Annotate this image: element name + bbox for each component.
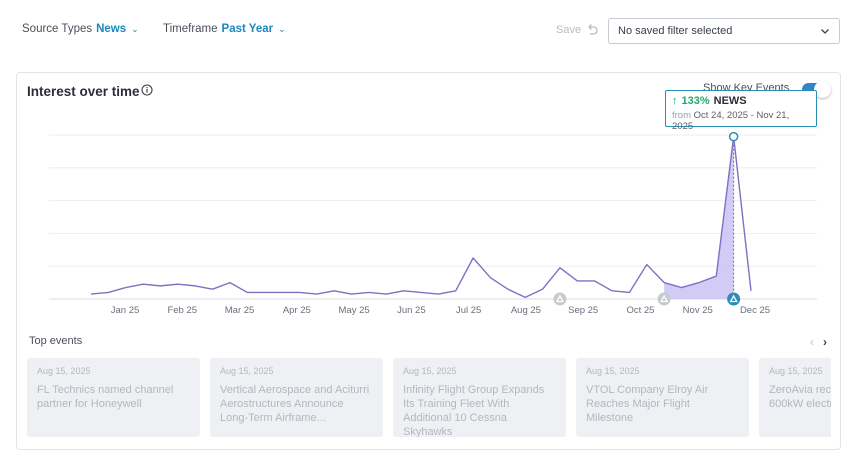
chart-markers <box>553 131 741 306</box>
key-event-marker[interactable] <box>727 292 741 306</box>
event-card[interactable]: Aug 15, 2025 Vertical Aerospace and Acit… <box>210 358 383 437</box>
x-tick-label: Feb 25 <box>167 305 197 316</box>
card-title: Interest over time <box>27 84 140 99</box>
bell-icon <box>555 294 565 303</box>
top-events-label: Top events <box>29 335 83 347</box>
event-date: Aug 15, 2025 <box>403 366 457 376</box>
event-date: Aug 15, 2025 <box>769 366 823 376</box>
event-date: Aug 15, 2025 <box>37 366 91 376</box>
interest-over-time-card: Interest over time Show Key Events Jan 2… <box>16 72 841 450</box>
timeframe-filter[interactable]: Timeframe Past Year ⌄ <box>163 23 286 35</box>
source-types-label: Source Types <box>22 23 93 35</box>
event-headline[interactable]: ZeroAvia rece issue paper fo 600kW elect… <box>769 384 831 410</box>
x-tick-label: Jun 25 <box>397 305 426 316</box>
saved-filter-select[interactable]: No saved filter selected <box>608 18 840 44</box>
event-date: Aug 15, 2025 <box>220 366 274 376</box>
x-tick-label: May 25 <box>339 305 370 316</box>
chevron-right-icon[interactable]: › <box>823 335 827 349</box>
x-tick-label: Apr 25 <box>283 305 311 316</box>
x-tick-label: Nov 25 <box>683 305 713 316</box>
event-card[interactable]: Aug 15, 2025 VTOL Company Elroy Air Reac… <box>576 358 749 437</box>
highlight-area <box>664 136 734 299</box>
tooltip-source: NEWS <box>713 95 747 107</box>
top-events-list: Aug 15, 2025 FL Technics named channel p… <box>27 358 831 438</box>
x-tick-label: Sep 25 <box>568 305 598 316</box>
save-button[interactable]: Save <box>556 24 582 36</box>
chart-grid <box>49 134 817 300</box>
chevron-down-icon[interactable]: ⌄ <box>131 23 139 34</box>
chart-highlight-area <box>664 136 735 299</box>
key-event-dot <box>657 292 671 306</box>
x-tick-label: Aug 25 <box>511 305 541 316</box>
chevron-left-icon[interactable]: ‹ <box>810 335 814 349</box>
chart-x-labels: Jan 25 Feb 25 Mar 25 Apr 25 May 25 Jun 25 Jul … <box>111 305 770 316</box>
event-card[interactable]: Aug 15, 2025 Infinity Flight Group Expan… <box>393 358 566 437</box>
info-icon[interactable] <box>141 84 153 96</box>
chart-line <box>90 135 752 299</box>
chevron-down-icon[interactable]: ⌄ <box>278 23 286 34</box>
x-tick-label: Jan 25 <box>111 305 140 316</box>
event-headline[interactable]: Vertical Aerospace and Aciturri Aerostru… <box>220 384 370 424</box>
x-tick-label: Mar 25 <box>225 305 255 316</box>
key-event-marker[interactable] <box>553 292 567 306</box>
x-tick-label: Oct 25 <box>626 305 654 316</box>
source-types-filter[interactable]: Source Types News ⌄ <box>22 23 139 35</box>
timeframe-value[interactable]: Past Year <box>221 23 274 35</box>
interest-chart: Jan 25 Feb 25 Mar 25 Apr 25 May 25 Jun 25 Jul … <box>49 131 817 316</box>
event-headline[interactable]: VTOL Company Elroy Air Reaches Major Fli… <box>586 384 709 424</box>
tooltip-percent: 133% <box>681 95 710 107</box>
key-event-marker[interactable] <box>657 292 671 306</box>
source-types-value[interactable]: News <box>96 23 127 35</box>
event-card[interactable]: Aug 15, 2025 ZeroAvia rece issue paper f… <box>759 358 831 437</box>
series-line <box>90 135 752 299</box>
chevron-down-icon[interactable] <box>820 26 830 36</box>
event-headline[interactable]: FL Technics named channel partner for Ho… <box>37 384 174 410</box>
timeframe-label: Timeframe <box>163 23 218 35</box>
undo-icon[interactable] <box>586 22 600 36</box>
x-tick-label: Dec 25 <box>740 305 770 316</box>
tooltip-from-label: from <box>672 110 691 121</box>
key-event-dot <box>553 292 567 306</box>
chart-tooltip: ↑ 133% NEWS from Oct 24, 2025 - Nov 21, … <box>665 90 817 132</box>
event-card[interactable]: Aug 15, 2025 FL Technics named channel p… <box>27 358 200 437</box>
x-tick-label: Jul 25 <box>456 305 481 316</box>
event-headline[interactable]: Infinity Flight Group Expands Its Traini… <box>403 384 545 437</box>
saved-filter-value: No saved filter selected <box>618 25 733 37</box>
event-date: Aug 15, 2025 <box>586 366 640 376</box>
bell-icon <box>660 294 669 303</box>
bell-icon <box>729 294 738 303</box>
tooltip-range: Oct 24, 2025 - Nov 21, 2025 <box>672 110 790 132</box>
peak-point <box>728 131 739 142</box>
arrow-up-icon: ↑ <box>672 95 678 107</box>
key-event-dot <box>727 292 741 306</box>
